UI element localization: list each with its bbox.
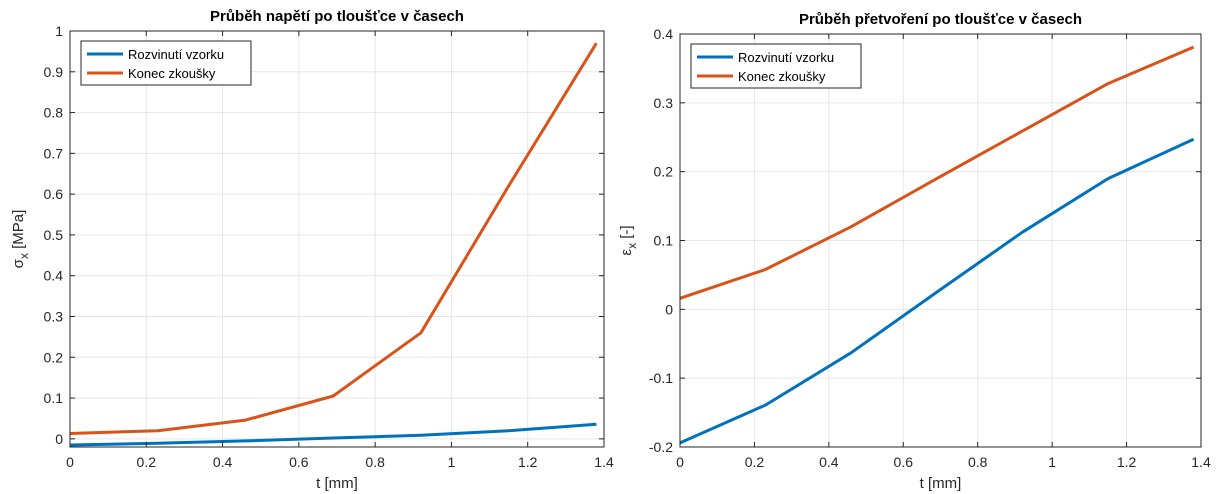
strain-x-tick-label: 0.2 xyxy=(745,454,765,470)
stress-y-tick-label: 0.5 xyxy=(44,227,64,243)
stress-y-tick-label: 1 xyxy=(55,23,63,39)
stress-y-tick-label: 0.3 xyxy=(44,308,64,324)
stress-plot-area xyxy=(70,31,604,447)
strain-y-tick-label: 0 xyxy=(665,301,673,317)
strain-legend: Rozvinutí vzorku Konec zkoušky xyxy=(690,43,862,89)
strain-legend-box xyxy=(690,43,862,89)
stress-legend-box xyxy=(80,40,252,86)
stress-y-tick-label: 0.2 xyxy=(44,349,64,365)
stress-y-tick-label: 0.8 xyxy=(44,105,64,121)
strain-x-tick-label: 0 xyxy=(676,454,684,470)
strain-series-1-line xyxy=(679,137,1195,445)
strain-y-axis-subscript: x xyxy=(625,243,639,249)
strain-y-axis-label: εx [-] xyxy=(618,225,639,255)
stress-x-tick-label: 0.8 xyxy=(365,454,385,470)
strain-y-axis-symbol: ε xyxy=(618,249,635,256)
strain-legend-label-1: Rozvinutí vzorku xyxy=(738,50,834,65)
stress-y-tick-label: 0.4 xyxy=(44,268,64,284)
stress-y-tick-label: 0.6 xyxy=(44,186,64,202)
stress-x-axis-label: t [mm] xyxy=(316,475,358,492)
strain-y-tick-label: 0.3 xyxy=(654,95,674,111)
stress-y-axis-label: σx [MPa] xyxy=(10,210,31,269)
stress-axes-box xyxy=(69,30,605,448)
stress-y-tick-label: 0.1 xyxy=(44,390,64,406)
strain-x-tick-label: 1 xyxy=(1048,454,1056,470)
stress-x-tick-label: 0 xyxy=(66,454,74,470)
stress-x-tick-label: 1.2 xyxy=(518,454,538,470)
strain-x-tick-label: 0.6 xyxy=(894,454,914,470)
stress-x-tick-label: 0.6 xyxy=(289,454,309,470)
strain-legend-label-2: Konec zkoušky xyxy=(738,69,826,84)
strain-y-axis-unit: [-] xyxy=(618,225,635,243)
strain-y-tick-label: 0.4 xyxy=(654,26,674,42)
strain-y-tick-label: 0.2 xyxy=(654,164,674,180)
stress-x-tick-label: 0.2 xyxy=(137,454,157,470)
strain-y-tick-label: -0.1 xyxy=(649,370,673,386)
stress-x-tick-label: 1.4 xyxy=(594,454,614,470)
stress-y-tick-label: 0.7 xyxy=(44,145,64,161)
stress-legend-label-2: Konec zkoušky xyxy=(128,66,216,81)
strain-y-tick-label: -0.2 xyxy=(649,439,673,455)
stress-y-axis-symbol: σ xyxy=(10,258,27,268)
strain-y-tick-label: 0.1 xyxy=(654,233,674,249)
stress-series-1-line xyxy=(69,422,597,447)
stress-y-axis-unit: [MPa] xyxy=(10,210,27,253)
strain-x-tick-label: 0.8 xyxy=(968,454,988,470)
strain-x-tick-label: 1.4 xyxy=(1191,454,1211,470)
stress-series-2-line xyxy=(69,42,598,435)
stress-legend: Rozvinutí vzorku Konec zkoušky xyxy=(80,40,252,86)
stress-y-tick-label: 0.9 xyxy=(44,64,64,80)
strain-x-tick-label: 1.2 xyxy=(1117,454,1137,470)
strain-chart-title: Průběh přetvoření po tloušťce v časech xyxy=(799,11,1082,28)
stress-chart-title: Průběh napětí po tloušťce v časech xyxy=(210,8,464,25)
stress-x-tick-label: 1 xyxy=(448,454,456,470)
strain-x-axis-label: t [mm] xyxy=(920,475,962,492)
stress-legend-label-1: Rozvinutí vzorku xyxy=(128,47,224,62)
stress-y-tick-label: 0 xyxy=(55,431,63,447)
strain-series-2-line xyxy=(679,45,1195,300)
stress-y-axis-subscript: x xyxy=(17,253,31,259)
strain-x-tick-label: 0.4 xyxy=(819,454,839,470)
stress-x-tick-label: 0.4 xyxy=(213,454,233,470)
